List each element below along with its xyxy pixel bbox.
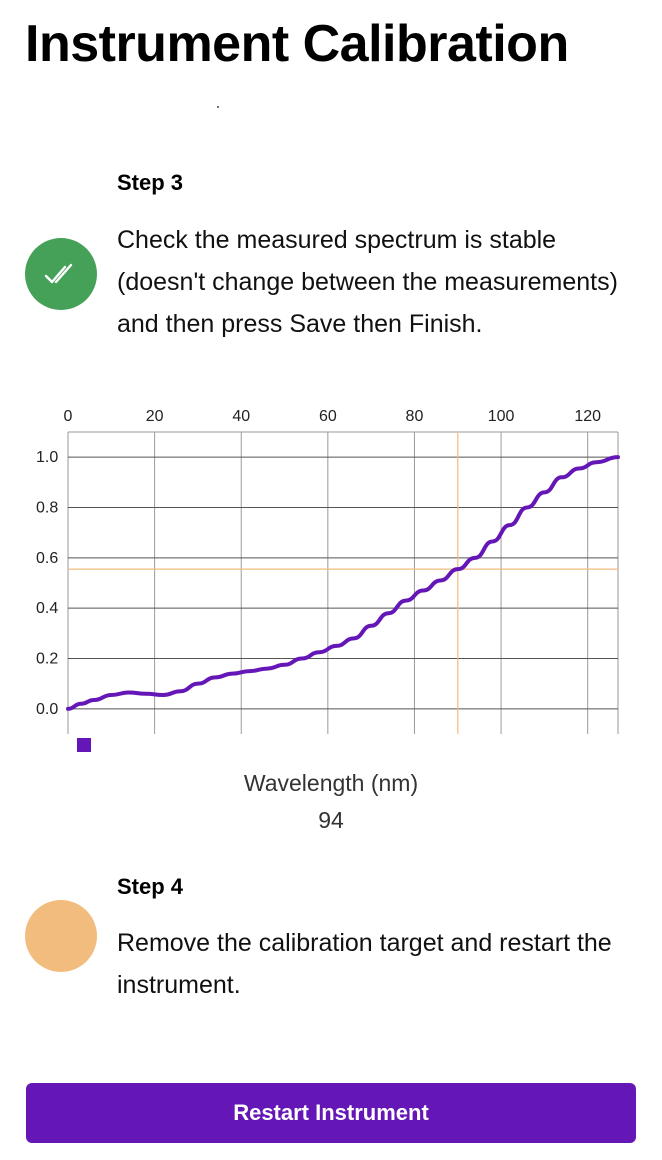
legend-swatch (77, 738, 91, 752)
y-tick-label: 0.0 (36, 701, 58, 718)
wavelength-readout: 94 (318, 807, 344, 833)
chart-series (66, 455, 620, 711)
y-tick-label: 0.4 (36, 600, 58, 617)
y-tick-label: 0.6 (36, 550, 58, 567)
double-check-icon (44, 263, 73, 284)
y-tick-label: 1.0 (36, 449, 58, 466)
chart-x-axis-label: Wavelength (nm) (243, 770, 419, 796)
chart-y-ticks: 0.0 0.2 0.4 0.6 0.8 1.0 (36, 449, 58, 718)
x-tick-label: 80 (406, 408, 424, 425)
step-4-status-circle (25, 900, 97, 972)
step-3-status-circle (25, 238, 97, 310)
divider-dot (217, 106, 219, 108)
step-3-label: Step 3 (117, 170, 184, 195)
x-tick-label: 20 (146, 408, 164, 425)
x-tick-label: 40 (232, 408, 250, 425)
spectrum-chart-svg[interactable]: 0 20 40 60 80 100 120 0.0 0.2 0.4 0.6 0.8 1.0 (0, 400, 662, 760)
page-title: Instrument Calibration (25, 15, 569, 73)
x-tick-label: 60 (319, 408, 337, 425)
y-tick-label: 0.2 (36, 651, 58, 668)
step-4-instructions: Remove the calibration target and restar… (117, 929, 612, 999)
step-3-instructions: Check the measured spectrum is stable (d… (117, 226, 618, 338)
spectrum-line (66, 455, 620, 711)
chart-x-ticks: 0 20 40 60 80 100 120 (64, 408, 602, 425)
restart-instrument-button[interactable]: Restart Instrument (26, 1083, 636, 1143)
spectrum-chart[interactable]: 0 20 40 60 80 100 120 0.0 0.2 0.4 0.6 0.8 1.0 (0, 400, 662, 760)
chart-legend (77, 738, 91, 752)
step-4-label: Step 4 (117, 874, 184, 899)
y-tick-label: 0.8 (36, 500, 58, 517)
x-tick-label: 120 (574, 408, 601, 425)
chart-crosshair (68, 432, 618, 734)
chart-grid (67, 431, 619, 734)
x-tick-label: 100 (488, 408, 515, 425)
x-tick-label: 0 (64, 408, 73, 425)
